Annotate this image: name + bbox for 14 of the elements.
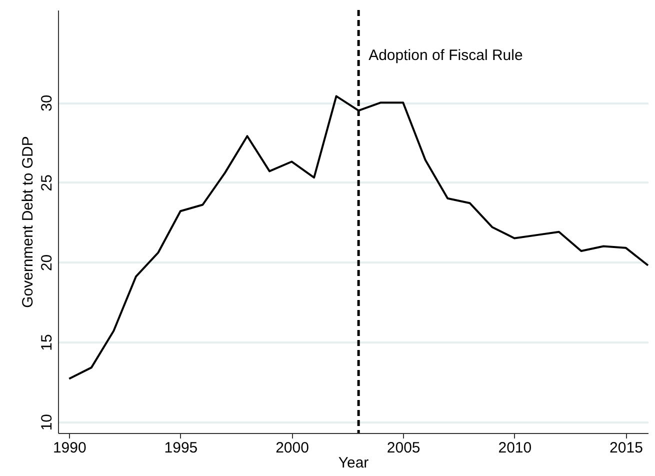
y-tick-label: 10 [38,414,56,431]
x-tick-label: 2010 [498,440,532,456]
x-tick-label: 2000 [276,440,309,456]
x-tick-label: 2005 [386,440,420,456]
y-tick-label: 30 [38,94,56,112]
y-tick-label: 20 [38,254,56,272]
x-tick-label: 2015 [610,440,643,456]
ref-line-label: Adoption of Fiscal Rule [368,47,523,64]
y-axis-title: Government Debt to GDP [20,136,36,308]
x-tick-label: 1990 [52,440,86,456]
y-tick-label: 15 [38,334,56,351]
x-tick-label: 1995 [164,440,198,456]
x-axis-title: Year [338,454,369,472]
y-tick-label: 25 [38,174,56,192]
